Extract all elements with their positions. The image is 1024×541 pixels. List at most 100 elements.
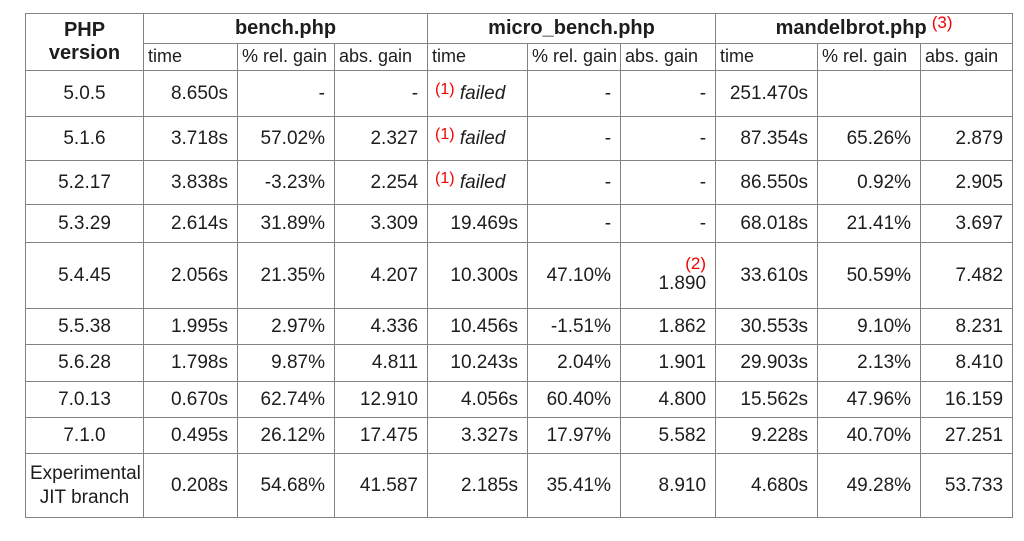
- cell-mandelbrot-time: 33.610s: [715, 242, 819, 309]
- table-body: 5.0.5 8.650s - - (1) failed - -251.470s 5.1.6 3.…: [25, 70, 1014, 518]
- cell-micro-rel-gain: -: [527, 70, 622, 117]
- footnote-marker: (1): [435, 169, 455, 187]
- footnote-marker-3: (3): [931, 13, 953, 33]
- col-group-mandelbrot: mandelbrot.php (3): [715, 13, 1014, 44]
- cell-mandelbrot-abs-gain: 16.159: [920, 381, 1014, 418]
- table-row: 7.0.13 0.670s 62.74% 12.910 4.056s 60.40% 4.80…: [25, 381, 1014, 418]
- col-header-bench-rel-gain: % rel. gain: [237, 43, 335, 71]
- cell-value: 1.890: [658, 272, 707, 294]
- cell-bench-rel-gain: 62.74%: [237, 381, 335, 418]
- cell-bench-rel-gain: 57.02%: [237, 116, 335, 161]
- header-group-row: PHP version bench.php micro_bench.php ma…: [25, 13, 1014, 71]
- cell-bench-time: 8.650s: [143, 70, 238, 117]
- col-header-micro-time: time: [427, 43, 529, 71]
- cell-mandelbrot-rel-gain: 47.96%: [817, 381, 922, 418]
- cell-mandelbrot-time: 86.550s: [715, 160, 819, 205]
- benchmark-table: PHP version bench.php micro_bench.php ma…: [25, 13, 1014, 518]
- cell-mandelbrot-rel-gain: 50.59%: [817, 242, 922, 309]
- cell-mandelbrot-abs-gain: [920, 70, 1014, 117]
- table-row: 5.1.6 3.718s 57.02% 2.327 (1) failed - -87.354…: [25, 116, 1014, 161]
- table-row: 5.3.29 2.614s 31.89% 3.309 19.469s - -68.018s 2…: [25, 204, 1014, 243]
- table-row: 5.0.5 8.650s - - (1) failed - -251.470s: [25, 70, 1014, 117]
- col-group-mandelbrot-label: mandelbrot.php: [775, 17, 927, 39]
- cell-micro-abs-gain: 1.901: [620, 344, 717, 382]
- cell-bench-time: 3.718s: [143, 116, 238, 161]
- cell-mandelbrot-rel-gain: 65.26%: [817, 116, 922, 161]
- cell-mandelbrot-abs-gain: 2.905: [920, 160, 1014, 205]
- cell-micro-rel-gain: -: [527, 204, 622, 243]
- footnote-marker: (2): [685, 254, 707, 274]
- php-version-cell: 5.5.38: [25, 308, 144, 345]
- table-row: 5.2.17 3.838s -3.23% 2.254 (1) failed - -86.55…: [25, 160, 1014, 205]
- php-version-cell: 7.0.13: [25, 381, 144, 418]
- cell-micro-time: 2.185s: [427, 453, 529, 518]
- cell-mandelbrot-abs-gain: 8.410: [920, 344, 1014, 382]
- cell-mandelbrot-rel-gain: [817, 70, 922, 117]
- col-header-bench-abs-gain: abs. gain: [333, 43, 429, 71]
- table-row: 5.4.45 2.056s 21.35% 4.207 10.300s 47.10% (2) 1…: [25, 242, 1014, 309]
- header-sub-row: time % rel. gain abs. gain time % rel. g…: [26, 43, 1014, 71]
- cell-bench-time: 2.056s: [143, 242, 238, 309]
- cell-mandelbrot-time: 29.903s: [715, 344, 819, 382]
- table-row: 5.6.28 1.798s 9.87% 4.811 10.243s 2.04% 1.901 2…: [25, 344, 1014, 382]
- cell-bench-rel-gain: -: [237, 70, 335, 117]
- cell-value: failed: [459, 171, 506, 193]
- cell-bench-time: 0.495s: [143, 417, 238, 454]
- cell-micro-abs-gain: -: [620, 160, 717, 205]
- cell-mandelbrot-time: 87.354s: [715, 116, 819, 161]
- col-header-mandelbrot-rel-gain: % rel. gain: [817, 43, 922, 71]
- cell-micro-rel-gain: 35.41%: [527, 453, 622, 518]
- cell-bench-rel-gain: -3.23%: [237, 160, 335, 205]
- cell-bench-time: 0.670s: [143, 381, 238, 418]
- col-group-bench: bench.php: [142, 13, 429, 44]
- cell-bench-time: 3.838s: [143, 160, 238, 205]
- cell-bench-time: 1.798s: [143, 344, 238, 382]
- col-group-bench-label: bench.php: [234, 17, 337, 39]
- cell-mandelbrot-time: 4.680s: [715, 453, 819, 518]
- cell-mandelbrot-abs-gain: 2.879: [920, 116, 1014, 161]
- table-header: PHP version bench.php micro_bench.php ma…: [25, 13, 1014, 71]
- cell-micro-time: 19.469s: [427, 204, 529, 243]
- cell-micro-time: 10.300s: [427, 242, 529, 309]
- cell-micro-abs-gain: -: [620, 204, 717, 243]
- cell-bench-rel-gain: 9.87%: [237, 344, 335, 382]
- cell-micro-abs-gain: -: [620, 70, 717, 117]
- cell-micro-time: (1) failed: [427, 70, 529, 117]
- cell-micro-time: 10.456s: [427, 308, 529, 345]
- cell-micro-rel-gain: 47.10%: [527, 242, 622, 309]
- cell-mandelbrot-abs-gain: 53.733: [920, 453, 1014, 518]
- cell-mandelbrot-time: 30.553s: [715, 308, 819, 345]
- cell-micro-time: (1) failed: [427, 160, 529, 205]
- cell-micro-time: (1) failed: [427, 116, 529, 161]
- cell-micro-time: 10.243s: [427, 344, 529, 382]
- cell-micro-abs-gain: -: [620, 116, 717, 161]
- cell-bench-abs-gain: 12.910: [333, 381, 429, 418]
- cell-micro-abs-gain: 8.910: [620, 453, 717, 518]
- col-group-micro-bench: micro_bench.php: [427, 13, 717, 44]
- cell-bench-abs-gain: 4.207: [333, 242, 429, 309]
- cell-bench-abs-gain: 2.327: [333, 116, 429, 161]
- cell-value: failed: [459, 82, 506, 104]
- cell-mandelbrot-time: 68.018s: [715, 204, 819, 243]
- php-version-cell: 5.3.29: [25, 204, 144, 243]
- cell-bench-time: 2.614s: [143, 204, 238, 243]
- cell-bench-time: 0.208s: [143, 453, 238, 518]
- cell-bench-rel-gain: 31.89%: [237, 204, 335, 243]
- cell-value: failed: [459, 127, 506, 149]
- cell-micro-rel-gain: 2.04%: [527, 344, 622, 382]
- cell-bench-rel-gain: 21.35%: [237, 242, 335, 309]
- cell-micro-rel-gain: -: [527, 116, 622, 161]
- cell-mandelbrot-rel-gain: 0.92%: [817, 160, 922, 205]
- php-version-header: PHP version: [25, 13, 144, 71]
- cell-mandelbrot-abs-gain: 27.251: [920, 417, 1014, 454]
- col-header-bench-time: time: [143, 43, 238, 71]
- cell-bench-rel-gain: 54.68%: [237, 453, 335, 518]
- cell-bench-abs-gain: 4.811: [333, 344, 429, 382]
- cell-mandelbrot-rel-gain: 49.28%: [817, 453, 922, 518]
- table-row: 7.1.0 0.495s 26.12% 17.475 3.327s 17.97% 5.582…: [25, 417, 1014, 454]
- cell-micro-time: 3.327s: [427, 417, 529, 454]
- php-version-cell: 5.6.28: [25, 344, 144, 382]
- col-header-micro-rel-gain: % rel. gain: [527, 43, 622, 71]
- cell-mandelbrot-rel-gain: 40.70%: [817, 417, 922, 454]
- cell-micro-rel-gain: 60.40%: [527, 381, 622, 418]
